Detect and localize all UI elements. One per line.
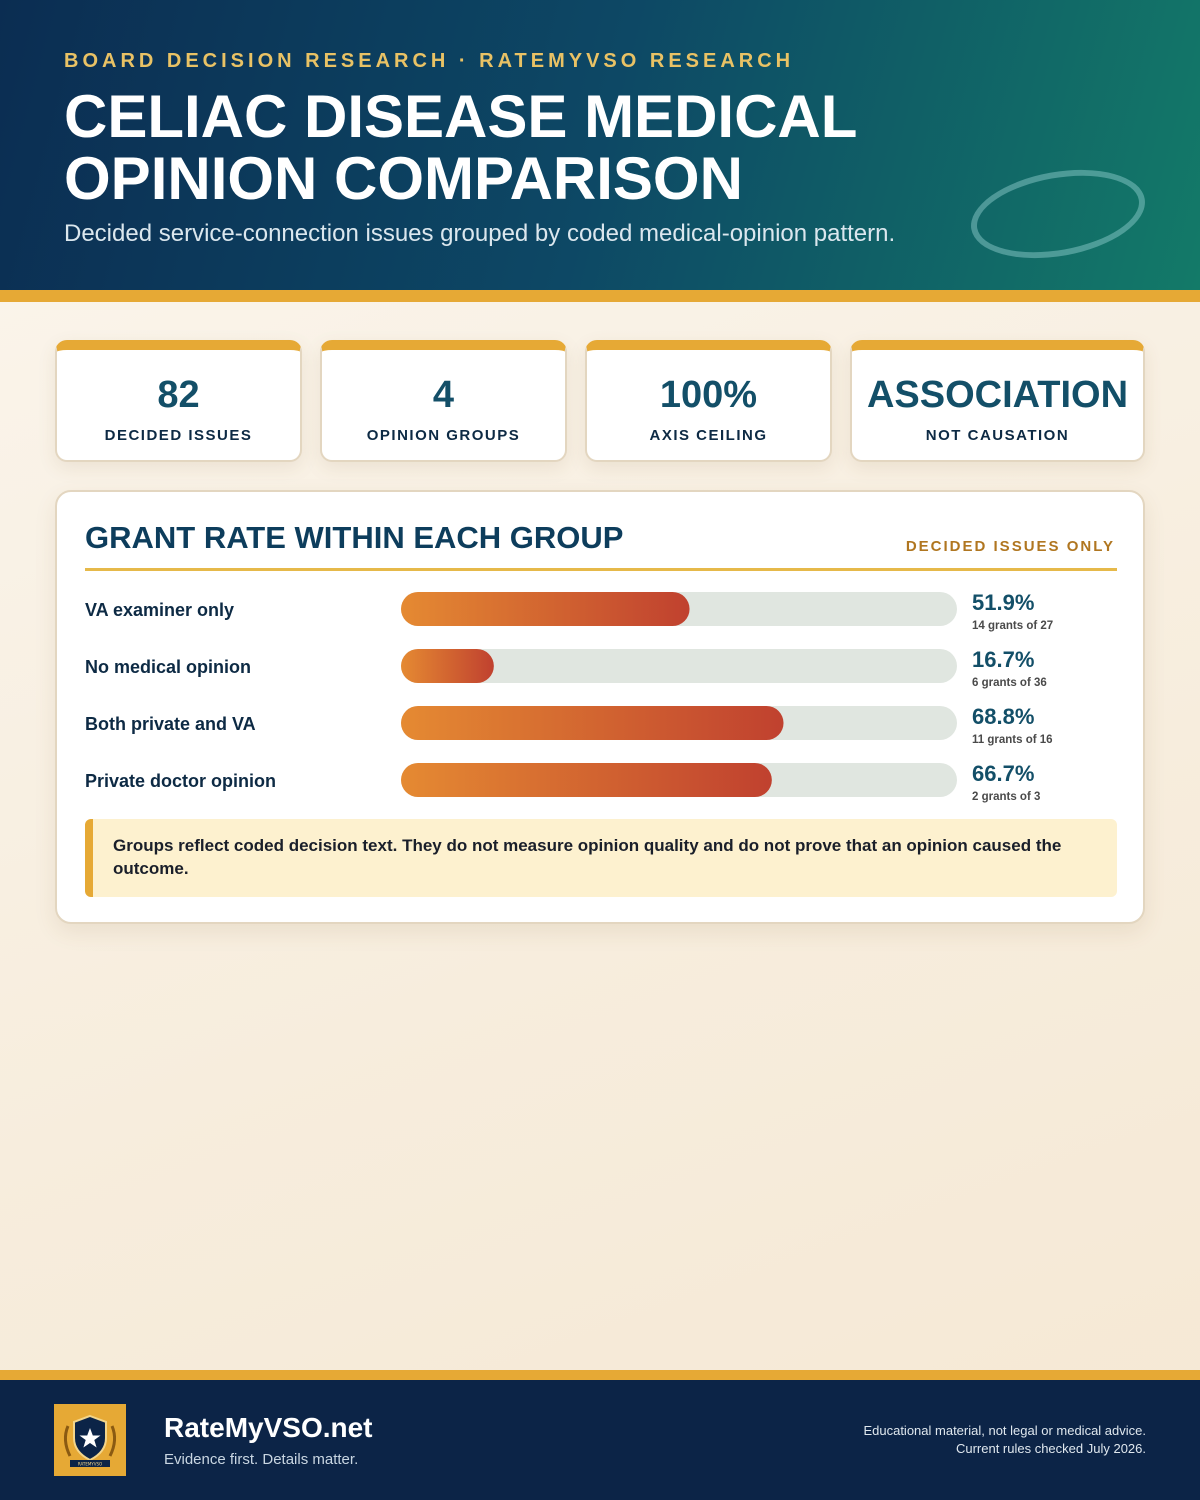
bar-detail-label: 14 grants of 27 — [972, 620, 1053, 632]
bar-value-label: 16.7% — [972, 647, 1034, 672]
bar-fill — [401, 592, 690, 626]
header-accent-strip — [0, 290, 1200, 302]
footer: RATEMYVSO RateMyVSO.net Evidence first. … — [0, 1380, 1200, 1500]
shield-star-icon: RATEMYVSO — [63, 1414, 117, 1467]
bar-row-1: No medical opinion 16.7% 6 grants of 36 — [85, 647, 1047, 689]
bar-row-0: VA examiner only 51.9% 14 grants of 27 — [85, 590, 1053, 632]
page-title: CELIAC DISEASE MEDICAL OPINION COMPARISO… — [64, 83, 857, 212]
stat-value: ASSOCIATION — [866, 374, 1129, 416]
stat-label: DECIDED ISSUES — [104, 427, 253, 444]
bar-category-label: Private doctor opinion — [85, 771, 276, 791]
bar-value-label: 66.7% — [972, 761, 1034, 786]
stat-card-association: ASSOCIATION NOT CAUSATION — [850, 340, 1145, 462]
chart-title: GRANT RATE WITHIN EACH GROUP — [85, 520, 624, 555]
kicker: BOARD DECISION RESEARCH · RATEMYVSO RESE… — [64, 50, 795, 72]
brand-tagline: Evidence first. Details matter. — [164, 1451, 359, 1468]
stat-label: NOT CAUSATION — [925, 427, 1070, 444]
stat-card-axis-ceiling: 100% AXIS CEILING — [585, 340, 832, 462]
bar-value-label: 68.8% — [972, 704, 1034, 729]
logo: RATEMYVSO — [54, 1404, 126, 1476]
bar-row-3: Private doctor opinion 66.7% 2 grants of 3 — [85, 761, 1040, 803]
page-subtitle: Decided service-connection issues groupe… — [64, 220, 896, 247]
bar-detail-label: 2 grants of 3 — [972, 791, 1040, 803]
chart-panel: GRANT RATE WITHIN EACH GROUP DECIDED ISS… — [55, 490, 1145, 924]
bar-chart: VA examiner only 51.9% 14 grants of 27 No m… — [85, 590, 1053, 803]
brand-name: RateMyVSO.net — [164, 1412, 373, 1443]
bar-detail-label: 6 grants of 36 — [972, 677, 1047, 689]
bar-category-label: VA examiner only — [85, 600, 234, 620]
chart-note: DECIDED ISSUES ONLY — [905, 538, 1115, 555]
logo-lettering: RATEMYVSO — [78, 1462, 102, 1467]
bar-fill — [401, 763, 772, 797]
disclaimer: Educational material, not legal or medic… — [746, 1422, 1146, 1458]
disclaimer-line: Educational material, not legal or medic… — [863, 1423, 1146, 1438]
header-banner: BOARD DECISION RESEARCH · RATEMYVSO RESE… — [0, 0, 1200, 290]
bar-detail-label: 11 grants of 16 — [972, 734, 1053, 746]
bar-row-2: Both private and VA 68.8% 11 grants of 16 — [85, 704, 1053, 746]
decorative-ring-icon — [964, 157, 1152, 271]
bar-category-label: Both private and VA — [85, 714, 256, 734]
stat-value: 100% — [659, 374, 758, 416]
footer-accent-strip — [0, 1370, 1200, 1380]
chart-title-divider — [85, 568, 1117, 571]
stat-label: AXIS CEILING — [649, 427, 768, 444]
stat-value: 4 — [432, 374, 455, 416]
stat-card-opinion-groups: 4 OPINION GROUPS — [320, 340, 567, 462]
disclaimer-line: Current rules checked July 2026. — [955, 1441, 1146, 1456]
bar-fill — [401, 706, 784, 740]
stat-label: OPINION GROUPS — [366, 427, 521, 444]
stat-value: 82 — [157, 374, 200, 416]
stat-card-decided-issues: 82 DECIDED ISSUES — [55, 340, 302, 462]
bar-fill — [401, 649, 494, 683]
bar-category-label: No medical opinion — [85, 657, 251, 677]
caveat-callout: Groups reflect coded decision text. They… — [85, 819, 1117, 897]
bar-track — [401, 649, 957, 683]
bar-value-label: 51.9% — [972, 590, 1034, 615]
